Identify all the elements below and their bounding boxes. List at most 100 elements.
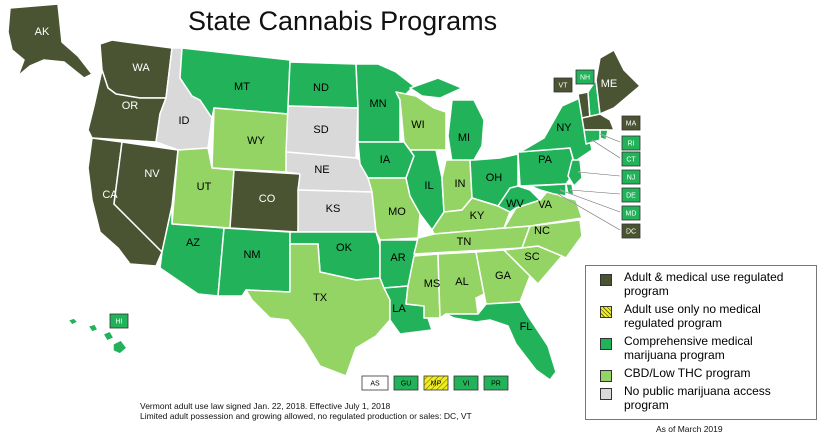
label-mn: MN [369, 98, 386, 110]
legend-label-none: No public marijuana access program [624, 384, 771, 412]
box-hi[interactable] [109, 313, 129, 329]
label-md: MD [626, 210, 637, 217]
state-mi[interactable] [409, 77, 485, 163]
box-ma[interactable] [621, 115, 641, 131]
label-sd: SD [313, 124, 328, 136]
state-hi[interactable] [67, 317, 128, 355]
label-il: IL [424, 180, 433, 192]
state-ct[interactable] [583, 129, 601, 145]
state-nm[interactable] [217, 227, 291, 297]
label-sc: SC [524, 251, 539, 263]
legend-item-comprehensive: Comprehensive medical marijuana program [600, 334, 799, 362]
label-mt: MT [234, 81, 250, 93]
box-nj[interactable] [621, 169, 641, 185]
label-pa: PA [538, 154, 553, 166]
label-nd: ND [313, 82, 329, 94]
label-hi: HI [116, 318, 123, 325]
legend-item-adult-only: Adult use only no medical regulated prog… [600, 302, 799, 330]
state-wi[interactable] [395, 91, 447, 151]
label-wv: WV [506, 198, 524, 210]
label-nj: NJ [627, 174, 636, 181]
label-gu: GU [401, 380, 412, 387]
label-nc: NC [534, 225, 550, 237]
label-az: AZ [186, 237, 200, 249]
box-nh[interactable] [575, 69, 595, 85]
label-ok: OK [336, 242, 353, 254]
label-ne: NE [314, 164, 329, 176]
label-ms: MS [424, 278, 441, 290]
label-ct: CT [626, 156, 636, 163]
label-dc: DC [626, 228, 636, 235]
label-tn: TN [457, 236, 472, 248]
legend-swatch-cbd [600, 370, 612, 382]
label-nv: NV [144, 168, 160, 180]
footnotes: Vermont adult use law signed Jan. 22, 20… [140, 401, 472, 421]
state-ma[interactable] [581, 113, 615, 131]
territory-as[interactable] [361, 375, 389, 391]
label-tx: TX [313, 292, 328, 304]
legend: Adult & medical use regulated program Ad… [585, 265, 817, 420]
label-mi: MI [458, 132, 470, 144]
state-fl[interactable] [445, 301, 557, 381]
legend-item-cbd: CBD/Low THC program [600, 366, 799, 382]
label-ks: KS [326, 203, 341, 215]
label-ia: IA [380, 154, 391, 166]
label-or: OR [122, 100, 139, 112]
label-al: AL [455, 276, 468, 288]
label-wa: WA [132, 62, 150, 74]
territory-vi[interactable] [453, 375, 479, 391]
label-co: CO [259, 193, 276, 205]
label-ri: RI [628, 140, 635, 147]
territory-pr[interactable] [483, 375, 509, 391]
label-va: VA [538, 199, 553, 211]
label-ak: AK [35, 26, 50, 38]
state-wv[interactable] [497, 185, 541, 213]
legend-label-cbd: CBD/Low THC program [624, 366, 751, 380]
label-vt: VT [559, 82, 569, 89]
label-ma: MA [626, 120, 637, 127]
label-ky: KY [470, 210, 485, 222]
map-title: State Cannabis Programs [188, 6, 498, 36]
legend-item-adult-medical: Adult & medical use regulated program [600, 270, 799, 298]
legend-swatch-none [600, 388, 612, 400]
state-tx[interactable] [245, 243, 391, 377]
label-de: DE [626, 192, 636, 199]
label-ga: GA [495, 270, 512, 282]
box-md[interactable] [621, 205, 641, 221]
legend-swatch-adult-only [600, 306, 612, 318]
state-il[interactable] [405, 149, 445, 231]
box-de[interactable] [621, 187, 641, 203]
label-ut: UT [197, 181, 212, 193]
legend-swatch-adult-medical [600, 274, 612, 286]
state-me[interactable] [595, 49, 641, 115]
label-fl: FL [520, 321, 533, 333]
label-mp: MP [431, 380, 442, 387]
legend-label-comprehensive: Comprehensive medical marijuana program [624, 334, 753, 362]
label-vi: VI [463, 380, 470, 387]
territory-gu[interactable] [393, 375, 419, 391]
label-wi: WI [411, 119, 424, 131]
footnote-vermont: Vermont adult use law signed Jan. 22, 20… [140, 401, 391, 411]
state-nj[interactable] [567, 159, 583, 187]
label-me: ME [601, 78, 618, 90]
label-ar: AR [390, 252, 405, 264]
label-mo: MO [388, 206, 406, 218]
label-nm: NM [243, 249, 260, 261]
box-dc[interactable] [621, 223, 641, 239]
box-ct[interactable] [621, 151, 641, 167]
northeast-leaders-dark [557, 133, 621, 231]
legend-label-adult-medical: Adult & medical use regulated program [624, 270, 784, 298]
state-ak[interactable] [7, 3, 93, 79]
legend-swatch-comprehensive [600, 338, 612, 350]
box-ri[interactable] [621, 135, 641, 151]
label-wy: WY [247, 135, 265, 147]
label-ny: NY [556, 122, 572, 134]
label-in: IN [455, 178, 466, 190]
box-vt[interactable] [553, 77, 573, 93]
territory-mp[interactable] [423, 375, 449, 391]
label-pr: PR [491, 380, 501, 387]
label-la: LA [392, 303, 406, 315]
footnote-limited: Limited adult possession and growing all… [140, 411, 472, 421]
as-of-date: As of March 2019 [656, 424, 723, 434]
